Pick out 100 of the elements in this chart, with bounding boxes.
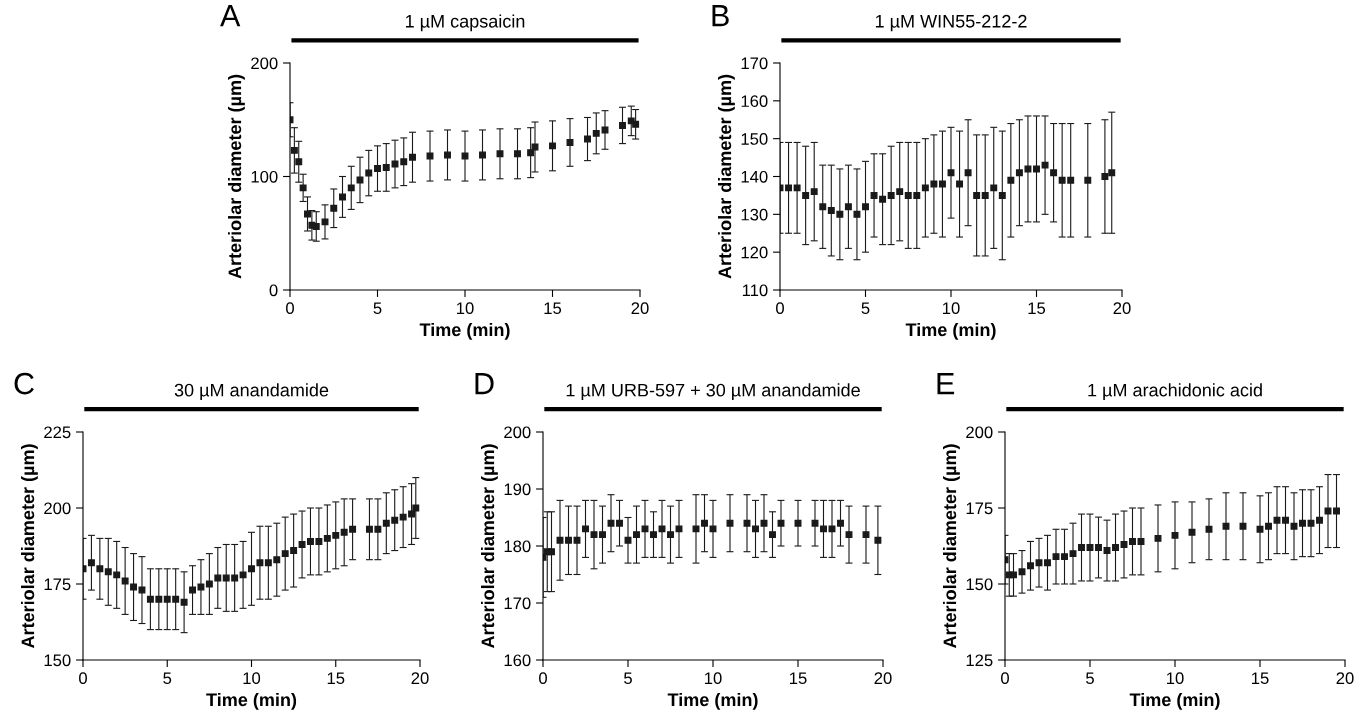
point xyxy=(777,519,785,527)
point xyxy=(1024,165,1032,173)
point xyxy=(1299,519,1306,527)
point xyxy=(304,210,311,218)
x-tick-label: 20 xyxy=(631,302,649,315)
x-tick-label: 0 xyxy=(286,302,294,315)
point xyxy=(601,126,609,134)
text: C xyxy=(14,372,34,395)
point xyxy=(810,188,818,196)
point xyxy=(205,580,213,588)
point xyxy=(675,525,683,533)
point xyxy=(214,574,222,582)
point xyxy=(887,191,895,199)
point xyxy=(273,556,281,564)
x-tick-label: 15 xyxy=(1028,302,1046,315)
chart-title: 1 µM WIN55-212-2 xyxy=(875,14,1027,32)
y-tick-label: 160 xyxy=(504,654,531,667)
point xyxy=(121,577,129,585)
point xyxy=(592,129,600,137)
y-tick-label: 150 xyxy=(44,654,71,667)
x-tick-label: 20 xyxy=(1113,302,1131,315)
y-tick-label: 200 xyxy=(504,426,531,439)
point xyxy=(870,191,878,199)
y-tick-label: 0 xyxy=(269,284,278,297)
point xyxy=(619,121,626,129)
point xyxy=(921,184,929,192)
point xyxy=(1084,176,1092,184)
point xyxy=(527,149,535,157)
x-tick-label: 15 xyxy=(327,672,345,685)
point xyxy=(853,210,861,218)
point xyxy=(130,583,138,591)
point xyxy=(879,195,887,203)
point xyxy=(1222,522,1230,530)
point xyxy=(769,531,776,539)
point xyxy=(565,536,572,544)
point xyxy=(290,547,298,555)
y-tick-label: 200 xyxy=(966,426,993,439)
point xyxy=(349,525,357,533)
point xyxy=(104,568,112,576)
point xyxy=(641,525,649,533)
point xyxy=(549,142,556,150)
point xyxy=(409,153,416,161)
x-tick-label: 10 xyxy=(943,302,960,315)
point xyxy=(87,559,95,567)
point xyxy=(913,191,921,199)
x-tick-label: 5 xyxy=(861,302,870,315)
point xyxy=(315,537,323,545)
x-axis-title: Time (min) xyxy=(667,692,758,710)
point xyxy=(827,207,835,215)
point xyxy=(802,191,810,199)
point xyxy=(844,203,852,211)
point xyxy=(556,536,564,544)
y-tick-label: 175 xyxy=(44,578,71,591)
point xyxy=(197,583,205,591)
point xyxy=(412,504,420,512)
point xyxy=(998,191,1006,199)
point xyxy=(1103,547,1111,555)
point xyxy=(794,519,802,527)
point xyxy=(1282,516,1289,524)
point xyxy=(1188,528,1196,536)
point xyxy=(667,531,674,539)
point xyxy=(633,531,640,539)
point xyxy=(632,120,640,128)
point xyxy=(1290,522,1298,530)
y-tick-label: 190 xyxy=(504,483,531,496)
x-axis-title: Time (min) xyxy=(206,692,297,710)
point xyxy=(1058,176,1066,184)
point xyxy=(1015,169,1023,177)
point xyxy=(248,565,255,573)
point xyxy=(947,169,955,177)
point xyxy=(837,519,844,527)
point xyxy=(382,163,390,171)
point xyxy=(743,519,751,527)
point xyxy=(1067,176,1075,184)
point xyxy=(340,528,348,536)
point xyxy=(1137,537,1145,545)
point xyxy=(1101,173,1109,180)
point xyxy=(1324,507,1332,515)
point xyxy=(426,152,434,160)
point xyxy=(400,158,408,166)
point xyxy=(1307,519,1315,527)
point xyxy=(231,574,239,582)
x-tick-label: 0 xyxy=(539,672,547,685)
x-tick-label: 5 xyxy=(373,302,382,315)
x-tick-label: 10 xyxy=(243,672,261,685)
y-axis-title: Arteriolar diameter (µm) xyxy=(942,444,960,649)
y-tick-label: 200 xyxy=(251,57,278,70)
point xyxy=(904,191,912,199)
point xyxy=(323,534,331,542)
x-tick-label: 0 xyxy=(1001,672,1009,685)
x-tick-label: 15 xyxy=(1252,672,1269,685)
x-tick-label: 5 xyxy=(163,672,172,685)
text: E xyxy=(937,373,955,395)
point xyxy=(1041,161,1049,169)
point xyxy=(1086,544,1094,551)
point xyxy=(138,586,146,594)
point xyxy=(307,537,314,545)
point xyxy=(321,218,329,226)
point xyxy=(1010,571,1017,579)
point xyxy=(180,598,188,606)
